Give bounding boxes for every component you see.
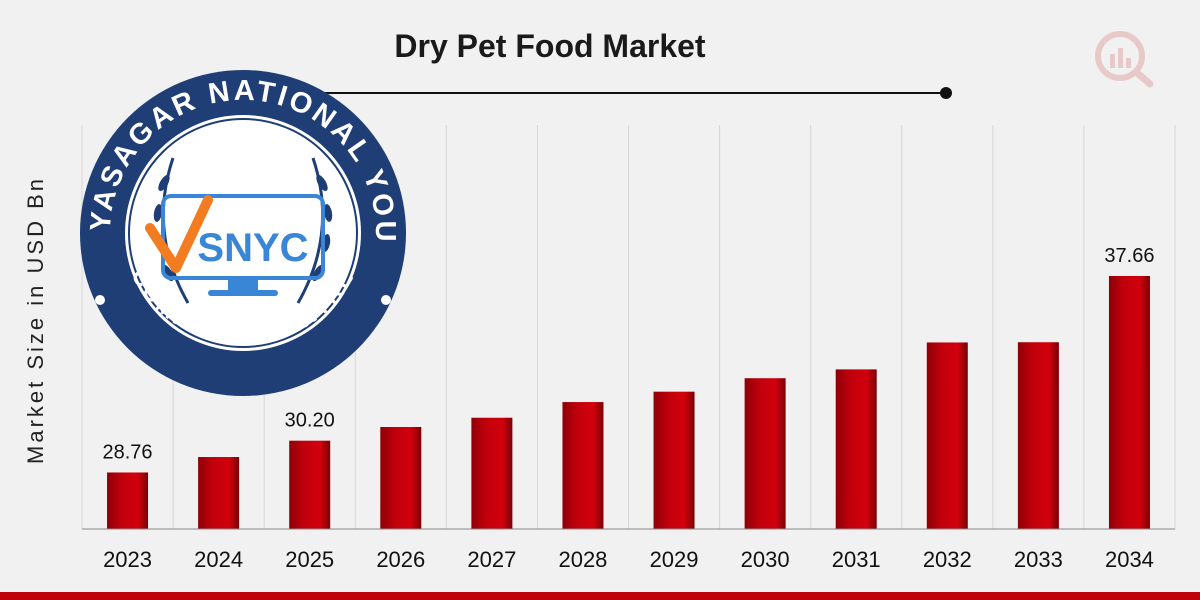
chart-title: Dry Pet Food Market [394, 28, 706, 64]
bar-2034 [1108, 276, 1150, 529]
x-tick-label: 2033 [1014, 547, 1063, 572]
x-tick-label: 2032 [923, 547, 972, 572]
bar-2025 [289, 440, 331, 529]
x-tick-label: 2029 [650, 547, 699, 572]
bar-2026 [380, 427, 422, 529]
brand-watermark-icon [1090, 28, 1160, 93]
bottom-accent-bar [0, 592, 1200, 600]
data-label: 28.76 [103, 441, 153, 463]
bar-2032 [926, 342, 968, 529]
bar-2024 [198, 457, 240, 529]
bars [107, 276, 1150, 529]
data-labels: 28.76 30.20 37.66 [103, 245, 1155, 463]
bar-2033 [1017, 342, 1059, 529]
x-tick-label: 2028 [558, 547, 607, 572]
bar-2027 [471, 417, 513, 529]
bar-2029 [653, 391, 695, 529]
bar-2023 [107, 472, 149, 529]
x-tick-label: 2031 [832, 547, 881, 572]
x-tick-labels: 2023 2024 2025 2026 2027 2028 2029 2030 2031 2032… [103, 547, 1154, 572]
x-tick-label: 2024 [194, 547, 243, 572]
y-axis-label: Market Size in USD Bn [23, 176, 48, 464]
x-tick-label: 2025 [285, 547, 334, 572]
bar-2028 [562, 402, 604, 529]
bar-2031 [835, 369, 877, 529]
seal-logo: VIDYASAGAR NATIONAL YOUTH COMPUTER CENTR… [56, 43, 418, 398]
title-underline-dot [940, 87, 952, 99]
seal-logo-text: SNYC [197, 226, 308, 270]
x-tick-label: 2030 [741, 547, 790, 572]
x-tick-label: 2026 [376, 547, 425, 572]
bar-2030 [744, 378, 786, 529]
data-label: 37.66 [1104, 245, 1154, 267]
x-tick-label: 2023 [103, 547, 152, 572]
x-tick-label: 2034 [1105, 547, 1154, 572]
x-tick-label: 2027 [467, 547, 516, 572]
data-label: 30.20 [285, 410, 335, 432]
